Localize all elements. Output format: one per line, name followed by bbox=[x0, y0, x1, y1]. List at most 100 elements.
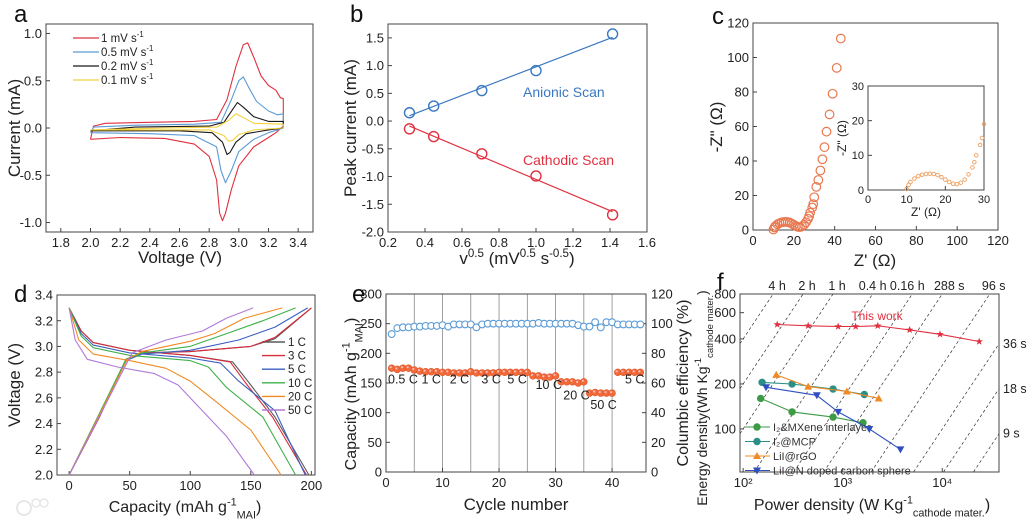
capacity-point-highlight bbox=[598, 390, 601, 394]
y-tick-label: 100 bbox=[727, 50, 749, 65]
charge-curve bbox=[68, 307, 308, 476]
discharge-curve bbox=[68, 307, 282, 476]
time-line bbox=[913, 343, 1000, 473]
legend-label-part: -1 bbox=[146, 44, 153, 53]
y2-axis-label: Columbic efficiency (%) bbox=[675, 300, 692, 467]
series-annotation: Anionic Scan bbox=[523, 84, 605, 100]
data-point bbox=[427, 100, 440, 112]
capacity-point-highlight bbox=[604, 390, 607, 394]
y-tick-label: 2.4 bbox=[35, 416, 53, 431]
x-tick-label: 60 bbox=[868, 233, 882, 248]
x-tick-label: 1.0 bbox=[527, 235, 545, 250]
capacity-point-highlight bbox=[513, 370, 517, 373]
discharge-curve bbox=[68, 307, 255, 476]
inset-data-point bbox=[931, 171, 936, 177]
inset-data-point bbox=[916, 173, 921, 179]
y-tick-label: 20 bbox=[735, 188, 749, 203]
capacity-point-highlight bbox=[429, 369, 432, 372]
efficiency-point bbox=[387, 330, 396, 338]
triangle-down-marker bbox=[896, 446, 905, 454]
capacity-point-highlight bbox=[559, 379, 562, 382]
legend-label: 0.2 mV s-1 bbox=[101, 58, 153, 73]
x-tick-label: 1.8 bbox=[52, 235, 70, 250]
y2-tick-label: 100 bbox=[651, 316, 673, 331]
data-point bbox=[813, 175, 824, 185]
y-tick-label: 0.5 bbox=[24, 73, 42, 88]
y-axis-label-part: Energy density(Wh Kg bbox=[694, 366, 710, 505]
x-tick-label: 1.2 bbox=[564, 235, 582, 250]
x-tick-label: 10⁴ bbox=[932, 475, 952, 490]
x-axis-label-part: 0.5 bbox=[468, 248, 484, 260]
legend-label: 20 C bbox=[288, 391, 312, 403]
star-marker bbox=[975, 337, 983, 345]
inset-data-point bbox=[939, 174, 944, 180]
data-point bbox=[835, 33, 846, 44]
x-axis-label-part: -1 bbox=[903, 494, 913, 506]
inset-data-point bbox=[977, 142, 983, 148]
star-marker bbox=[905, 325, 914, 334]
capacity-point-highlight bbox=[412, 367, 415, 371]
y-tick-label: 300 bbox=[360, 287, 382, 302]
rate-label: 10 C bbox=[536, 378, 562, 392]
y-axis-label-part: -1 bbox=[693, 358, 704, 366]
y-axis-label: Energy density(Wh Kg-1cathode mater.) bbox=[693, 290, 716, 505]
y-tick-label: 0 bbox=[858, 185, 864, 197]
capacity-point-highlight bbox=[406, 366, 409, 369]
x-tick-label: 2.0 bbox=[81, 235, 99, 250]
capacity-point-highlight bbox=[609, 390, 613, 394]
y-tick-label: 150 bbox=[360, 376, 382, 391]
capacity-point-highlight bbox=[638, 370, 641, 373]
x-tick-label: 0.4 bbox=[416, 235, 434, 250]
rate-label: 50 C bbox=[590, 398, 616, 412]
y-axis-label: Capacity (mAh g-1MAI) bbox=[340, 318, 365, 471]
time-line bbox=[793, 293, 913, 473]
capacity-point-highlight bbox=[519, 370, 522, 373]
watermark-logo bbox=[16, 498, 49, 516]
x-tick-label: 0 bbox=[65, 478, 72, 493]
x-tick-label: 20 bbox=[787, 233, 801, 248]
inset-data-point bbox=[974, 153, 979, 158]
x-axis-label-part: v bbox=[459, 249, 468, 268]
x-tick-label: 10 bbox=[901, 194, 913, 206]
time-line-label: 288 s bbox=[934, 279, 965, 293]
capacity-point-highlight bbox=[400, 366, 404, 369]
star-marker bbox=[874, 321, 882, 329]
y-tick-label: 2.2 bbox=[35, 442, 53, 457]
legend-label-part: 0.1 mV s bbox=[101, 75, 147, 87]
data-point bbox=[809, 192, 820, 203]
x-axis-label-part: 0.5 bbox=[520, 248, 536, 260]
panel-a-cv-curves: 1.8 2.0 2.2 2.4 2.6 2.8 3.0 3.2 3.4 -1.0 -0.5 0.0 0.… bbox=[5, 23, 314, 267]
data-point bbox=[403, 123, 416, 135]
capacity-point-highlight bbox=[576, 380, 579, 384]
charge-curve bbox=[68, 307, 296, 476]
x-axis-label: Cycle number bbox=[464, 495, 569, 514]
x-tick-label: 0.8 bbox=[490, 235, 508, 250]
discharge-curve bbox=[68, 307, 310, 476]
capacity-point-highlight bbox=[536, 373, 539, 376]
data-point bbox=[530, 64, 542, 77]
x-tick-label: 100 bbox=[179, 478, 201, 493]
triangle-up-marker bbox=[842, 387, 851, 395]
legend-label: I₂&MXene interlayer bbox=[773, 422, 871, 434]
y-axis-label: Voltage (V) bbox=[5, 343, 24, 427]
panel-letter: f bbox=[717, 269, 724, 296]
data-point bbox=[817, 154, 828, 165]
x-tick-label: 1.6 bbox=[638, 235, 656, 250]
legend-label: 50 C bbox=[288, 405, 312, 417]
time-line bbox=[739, 293, 774, 344]
y-tick-label: 3.0 bbox=[35, 339, 53, 354]
x-tick-label: 30 bbox=[548, 475, 562, 490]
efficiency-point bbox=[585, 322, 594, 331]
x-axis-label-part: -1 bbox=[227, 496, 237, 508]
inset-data-point bbox=[954, 181, 960, 187]
y2-tick-label: 0 bbox=[651, 465, 658, 480]
star-marker bbox=[851, 322, 860, 330]
plot-frame bbox=[56, 294, 316, 476]
y2-tick-label: 40 bbox=[651, 405, 665, 420]
circle-marker bbox=[829, 413, 837, 421]
rate-label: 2 C bbox=[450, 373, 469, 387]
inset-x-axis-label: Z' (Ω) bbox=[911, 205, 941, 219]
data-point bbox=[827, 88, 838, 99]
y-tick-label: 200 bbox=[360, 346, 382, 361]
